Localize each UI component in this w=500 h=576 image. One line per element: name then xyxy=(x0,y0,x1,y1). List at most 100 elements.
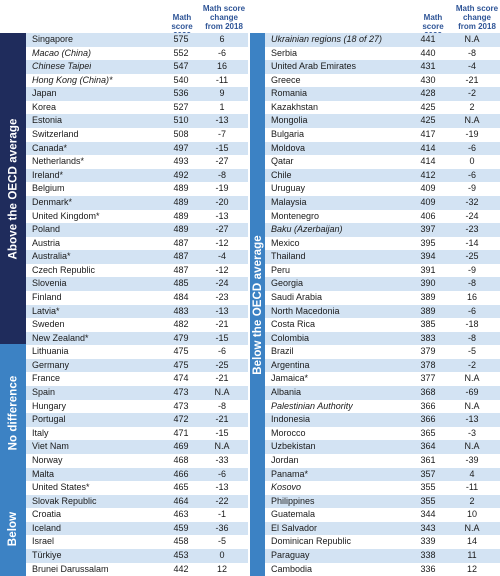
country-name: Colombia xyxy=(271,332,310,343)
math-score: 414 xyxy=(420,142,436,153)
score-change: N.A xyxy=(464,441,480,452)
table-row: Moldova 414 -6 xyxy=(265,141,500,156)
table-row: New Zealand* 479 -15 xyxy=(26,331,248,346)
table-row: Czech Republic 487 -12 xyxy=(26,263,248,278)
table-row: Malaysia 409 -32 xyxy=(265,195,500,210)
score-change: -22 xyxy=(215,495,229,506)
table-row: Iceland 459 -36 xyxy=(26,521,248,536)
country-name: Macao (China) xyxy=(32,47,92,58)
score-change: -13 xyxy=(215,210,229,221)
country-name: El Salvador xyxy=(271,522,318,533)
country-name: Spain xyxy=(32,387,56,398)
country-name: Indonesia xyxy=(271,414,311,425)
math-score: 391 xyxy=(420,264,436,275)
math-score: 473 xyxy=(173,400,189,411)
score-change: -33 xyxy=(215,454,229,465)
country-name: Uzbekistan xyxy=(271,441,316,452)
score-change: -21 xyxy=(215,373,229,384)
table-row: Portugal 472 -21 xyxy=(26,413,248,427)
math-score: 338 xyxy=(420,549,436,560)
math-score: 466 xyxy=(173,468,189,479)
country-name: Portugal xyxy=(32,414,66,425)
score-change: -2 xyxy=(467,359,476,370)
math-score: 575 xyxy=(173,34,189,44)
math-score: 483 xyxy=(173,305,189,316)
score-change: -69 xyxy=(465,387,479,398)
math-score: 547 xyxy=(173,61,189,72)
country-name: North Macedonia xyxy=(271,305,340,316)
score-change: -25 xyxy=(215,359,229,370)
math-score: 389 xyxy=(420,291,436,302)
country-name: New Zealand* xyxy=(32,332,89,343)
table-row: Slovak Republic 464 -22 xyxy=(26,494,248,509)
score-change: -20 xyxy=(215,196,229,207)
table-row: Chile 412 -6 xyxy=(265,168,500,183)
table-row: Greece 430 -21 xyxy=(265,73,500,88)
country-name: Argentina xyxy=(271,359,310,370)
table-row: United Kingdom* 489 -13 xyxy=(26,209,248,224)
band-no-difference-label: No difference xyxy=(7,375,20,450)
country-name: Mexico xyxy=(271,237,300,248)
table-row: France 474 -21 xyxy=(26,372,248,387)
table-row: Italy 471 -15 xyxy=(26,426,248,441)
math-score: 489 xyxy=(173,210,189,221)
table-row: Saudi Arabia 389 16 xyxy=(265,290,500,305)
math-score: 389 xyxy=(420,305,436,316)
country-name: Malaysia xyxy=(271,196,307,207)
country-name: Greece xyxy=(271,74,301,85)
country-name: Chile xyxy=(271,169,292,180)
table-row: Türkiye 453 0 xyxy=(26,548,248,563)
country-name: Baku (Azerbaijan) xyxy=(271,224,343,235)
table-row: Georgia 390 -8 xyxy=(265,277,500,291)
math-score: 442 xyxy=(173,563,189,574)
score-change: -13 xyxy=(215,115,229,126)
country-name: Slovak Republic xyxy=(32,495,97,506)
score-change: -23 xyxy=(465,224,479,235)
band-above-label: Above the OECD average xyxy=(7,118,20,259)
math-score: 425 xyxy=(420,115,436,126)
math-score: 430 xyxy=(420,74,436,85)
country-name: Dominican Republic xyxy=(271,536,352,547)
country-name: Türkiye xyxy=(32,549,62,560)
country-name: Cambodia xyxy=(271,563,313,574)
score-change: -27 xyxy=(215,224,229,235)
band-no-difference: No difference xyxy=(0,344,26,481)
table-row: Panama* 357 4 xyxy=(265,467,500,482)
score-change: -12 xyxy=(215,237,229,248)
math-score: 364 xyxy=(420,441,436,452)
math-score: 552 xyxy=(173,47,189,58)
score-change: -13 xyxy=(215,482,229,493)
country-name: Ukrainian regions (18 of 27) xyxy=(271,34,383,44)
table-row: Australia* 487 -4 xyxy=(26,250,248,264)
score-change: -5 xyxy=(467,346,476,357)
table-row: Croatia 463 -1 xyxy=(26,508,248,522)
score-change: -32 xyxy=(465,196,479,207)
country-name: Latvia* xyxy=(32,305,60,316)
score-change: -13 xyxy=(465,414,479,425)
right-table: Ukrainian regions (18 of 27) 441 N.A Serbia… xyxy=(265,33,500,576)
math-score: 473 xyxy=(173,387,189,398)
math-score: 409 xyxy=(420,196,436,207)
table-row: Poland 489 -27 xyxy=(26,223,248,237)
score-change: -8 xyxy=(467,332,476,343)
table-row: Norway 468 -33 xyxy=(26,453,248,468)
math-score: 366 xyxy=(420,414,436,425)
math-score: 487 xyxy=(173,251,189,262)
table-row: Netherlands* 493 -27 xyxy=(26,155,248,169)
score-change: 12 xyxy=(466,563,477,574)
table-row: Indonesia 366 -13 xyxy=(265,413,500,427)
score-change: N.A xyxy=(464,34,480,44)
country-name: Kosovo xyxy=(271,482,302,493)
math-score: 465 xyxy=(173,482,189,493)
math-score: 355 xyxy=(420,482,436,493)
math-score: 336 xyxy=(420,563,436,574)
country-name: Brazil xyxy=(271,346,294,357)
table-row: Chinese Taipei 547 16 xyxy=(26,60,248,74)
score-change: -6 xyxy=(217,47,226,58)
score-change: 0 xyxy=(219,549,225,560)
math-score: 395 xyxy=(420,237,436,248)
country-name: United States* xyxy=(32,482,90,493)
math-score: 366 xyxy=(420,400,436,411)
band-below-oecd: Below the OECD average xyxy=(250,33,265,576)
